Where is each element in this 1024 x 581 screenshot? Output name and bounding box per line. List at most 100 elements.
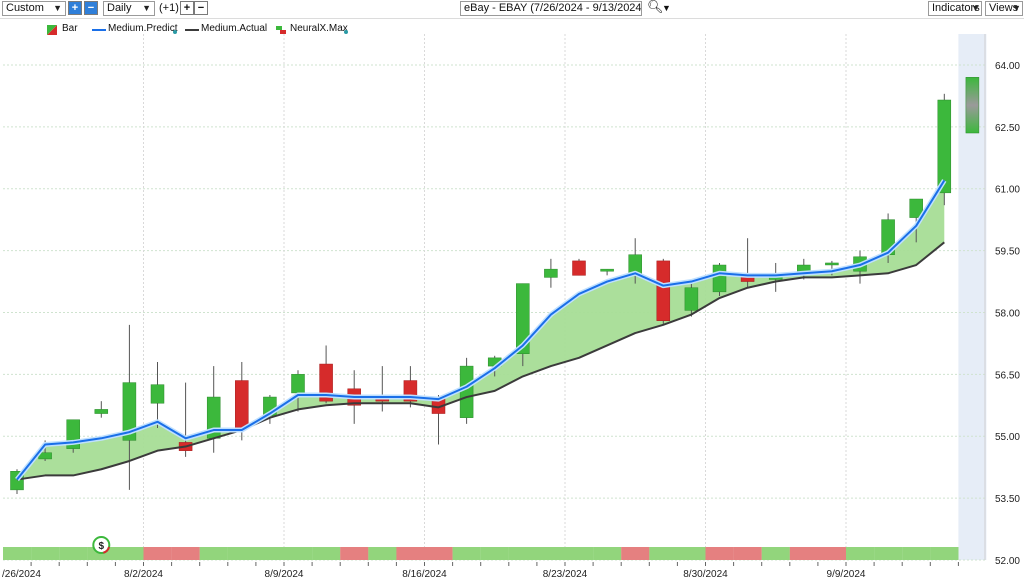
symbol-title-field[interactable]: eBay - EBAY (7/26/2024 - 9/13/2024) [460,1,642,16]
legend-predict-label: Medium.Predict [108,23,178,34]
toolbar: Custom ▼ + − Daily ▼ (+1) + − eBay - EBA… [0,0,1024,19]
candle-up [712,264,727,293]
signal-strip-green [480,547,509,560]
signal-strip-green [536,547,566,560]
signal-strip-red [424,547,453,560]
candle-up [291,374,305,394]
signal-strip-red [705,547,734,560]
signal-strip-red [733,547,762,560]
signal-strip-green [199,547,228,560]
neuralx-max-bar [965,77,980,134]
y-tick-label: 58.00 [995,308,1020,319]
signal-strip-green [593,547,622,560]
interval-select[interactable]: Daily ▼ [103,1,155,16]
x-tick-label: /26/2024 [2,569,41,580]
candle-up [459,365,474,418]
settings-dot-icon [173,30,177,34]
candle-up [909,198,923,218]
y-tick-label: 64.00 [995,61,1020,72]
chart-legend: Bar Medium.Predict Medium.Actual NeuralX… [0,20,700,36]
remove-button[interactable]: − [84,1,98,15]
medium-actual-line [16,241,945,481]
chevron-down-icon: ▼ [142,3,151,13]
signal-strip-green [677,547,706,560]
signal-strip-green [649,547,678,560]
signal-strip-red [143,547,172,560]
signal-strip-green [115,547,144,560]
search-icon[interactable]: 🔍︎ [647,0,664,14]
x-tick-label: 8/23/2024 [543,569,588,580]
signal-strip-green [312,547,341,560]
views-label: Views [989,2,1019,14]
candle-up [122,382,137,441]
signal-strip-green [565,547,594,560]
signal-strip-red [621,547,650,560]
x-tick-label: 8/9/2024 [265,569,304,580]
signal-strip-red [396,547,425,560]
medium-predict-line [16,179,946,481]
actual-legend-line [185,29,199,31]
signal-strip-red [171,547,200,560]
period-select[interactable]: Custom ▼ [2,1,66,16]
candle-up [544,268,558,278]
legend-actual-label: Medium.Actual [201,23,268,34]
x-tick-label: 8/30/2024 [683,569,728,580]
dollar-signal-red-arc [102,546,110,554]
candle-down [572,260,586,276]
signal-strip-green [59,547,88,560]
chevron-down-icon[interactable]: ▼ [662,3,671,13]
candle-down [656,260,671,321]
legend-neuralx-label: NeuralX.Max [290,23,348,34]
settings-dot-icon [344,30,348,34]
signal-strip-green [874,547,903,560]
candle-up [516,283,530,354]
y-tick-label: 59.50 [995,247,1020,258]
plus-icon: + [183,2,191,14]
predict-actual-fill [17,180,945,480]
y-tick-label: 56.50 [995,370,1020,381]
candle-up [684,287,699,311]
shift-minus-button[interactable]: − [194,1,208,15]
minus-icon: − [197,2,205,14]
shift-label: (+1) [159,2,179,14]
signal-strip-green [227,547,256,560]
candle-down [235,380,249,429]
indicators-button[interactable]: Indicators ▼ [928,1,982,16]
chevron-down-icon: ▼ [971,3,980,13]
signal-strip-green [902,547,931,560]
dollar-signal-icon [92,536,111,554]
signal-strip-green [284,547,313,560]
signal-strip-green [3,547,32,560]
candle-up [94,409,109,414]
signal-strip-red [817,547,847,560]
bar-legend-icon [47,25,57,35]
signal-strip-green [31,547,60,560]
candle-down [319,363,333,402]
candle-up [600,268,614,272]
signal-strip-green [761,547,790,560]
y-tick-label: 62.50 [995,123,1020,134]
signal-strip-green [930,547,959,560]
interval-select-value: Daily [107,2,132,14]
period-select-value: Custom [6,2,44,14]
signal-strip-green [846,547,875,560]
chevron-down-icon: ▼ [1012,3,1021,13]
legend-bar-label: Bar [62,23,78,34]
x-tick-label: 8/2/2024 [124,569,163,580]
shift-plus-button[interactable]: + [180,1,194,15]
plus-icon: + [71,2,79,14]
views-button[interactable]: Views ▼ [985,1,1023,16]
candle-up [150,384,165,404]
dollar-signal-label: $ [99,541,105,552]
signal-strip-green [508,547,537,560]
neuralx-legend-icon [276,26,286,34]
x-tick-label: 9/9/2024 [827,569,866,580]
signal-strip-green [452,547,481,560]
y-tick-label: 53.50 [995,494,1020,505]
indicators-label: Indicators [932,2,980,14]
signal-strip-green [255,547,285,560]
candle-up [937,99,952,194]
add-button[interactable]: + [68,1,82,15]
candle-up [628,254,642,274]
